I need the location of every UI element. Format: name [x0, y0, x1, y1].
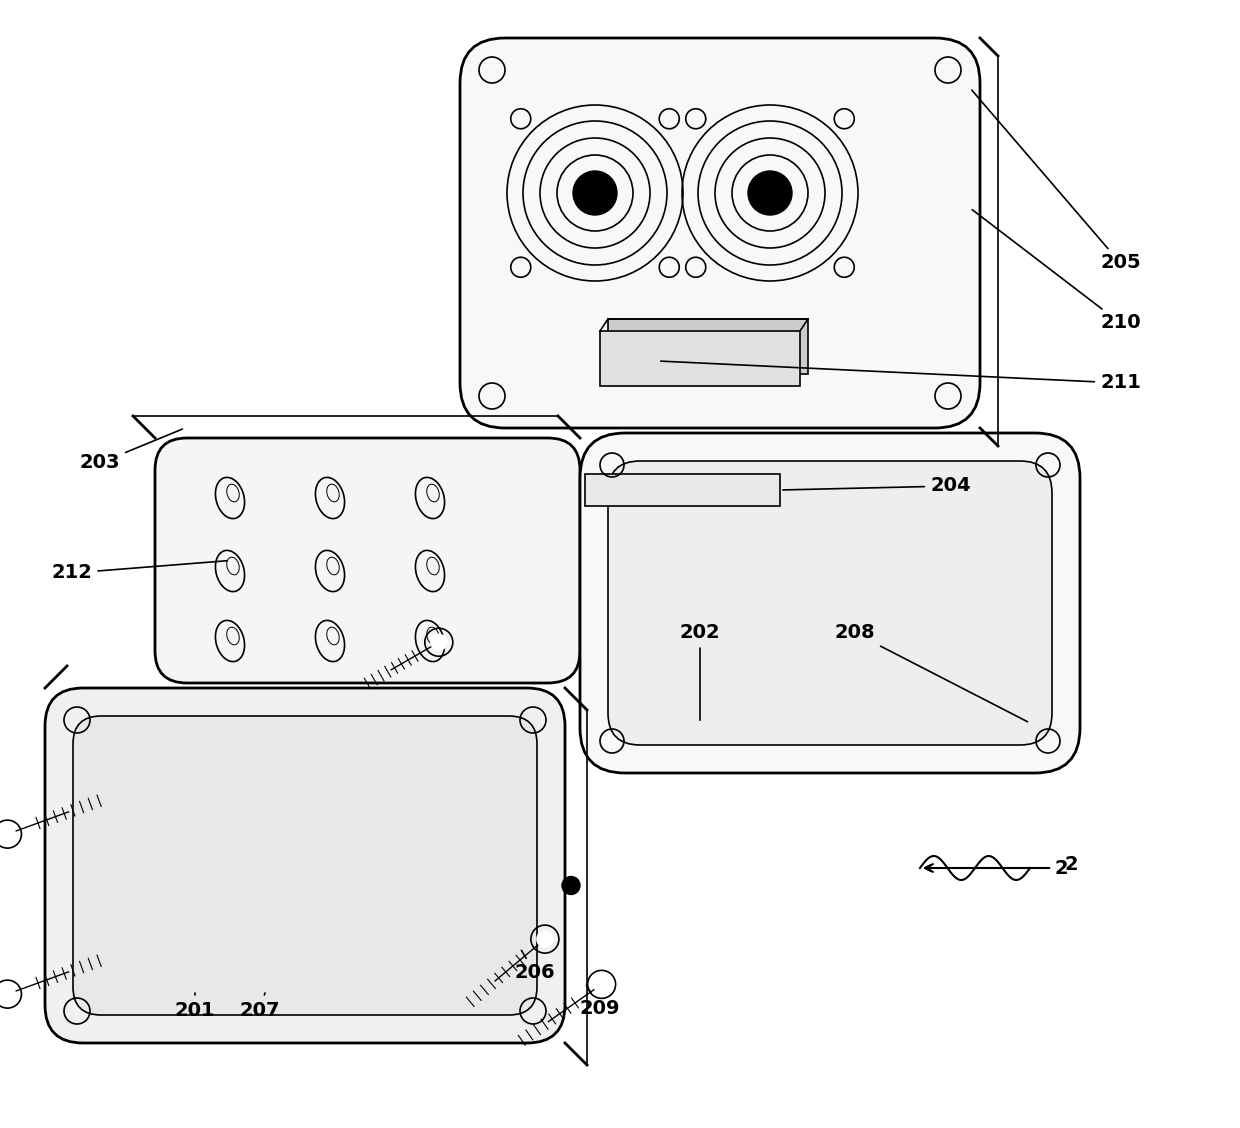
Text: 210: 210 [972, 210, 1141, 333]
Text: 202: 202 [680, 624, 720, 720]
Text: 211: 211 [661, 361, 1141, 393]
FancyBboxPatch shape [45, 688, 565, 1043]
Circle shape [748, 171, 792, 215]
FancyBboxPatch shape [608, 461, 1052, 744]
Text: 212: 212 [52, 561, 227, 582]
FancyBboxPatch shape [608, 319, 808, 374]
Circle shape [430, 634, 446, 650]
Text: 205: 205 [972, 90, 1141, 273]
Text: 2: 2 [1065, 855, 1079, 874]
Circle shape [0, 986, 15, 1002]
Circle shape [537, 931, 553, 948]
FancyBboxPatch shape [73, 716, 537, 1015]
FancyBboxPatch shape [580, 433, 1080, 773]
FancyBboxPatch shape [155, 438, 580, 682]
Circle shape [0, 826, 15, 843]
Circle shape [562, 876, 580, 895]
Circle shape [573, 171, 618, 215]
FancyBboxPatch shape [585, 474, 780, 506]
FancyBboxPatch shape [460, 38, 980, 428]
FancyBboxPatch shape [600, 331, 800, 386]
Text: 204: 204 [782, 476, 971, 495]
Text: 201: 201 [175, 993, 216, 1020]
Text: 209: 209 [580, 986, 620, 1017]
Text: 2: 2 [925, 858, 1069, 878]
Text: 203: 203 [79, 429, 182, 473]
Text: 207: 207 [239, 993, 280, 1020]
Text: 208: 208 [835, 624, 1028, 722]
Circle shape [594, 977, 610, 993]
Text: 206: 206 [515, 951, 556, 982]
